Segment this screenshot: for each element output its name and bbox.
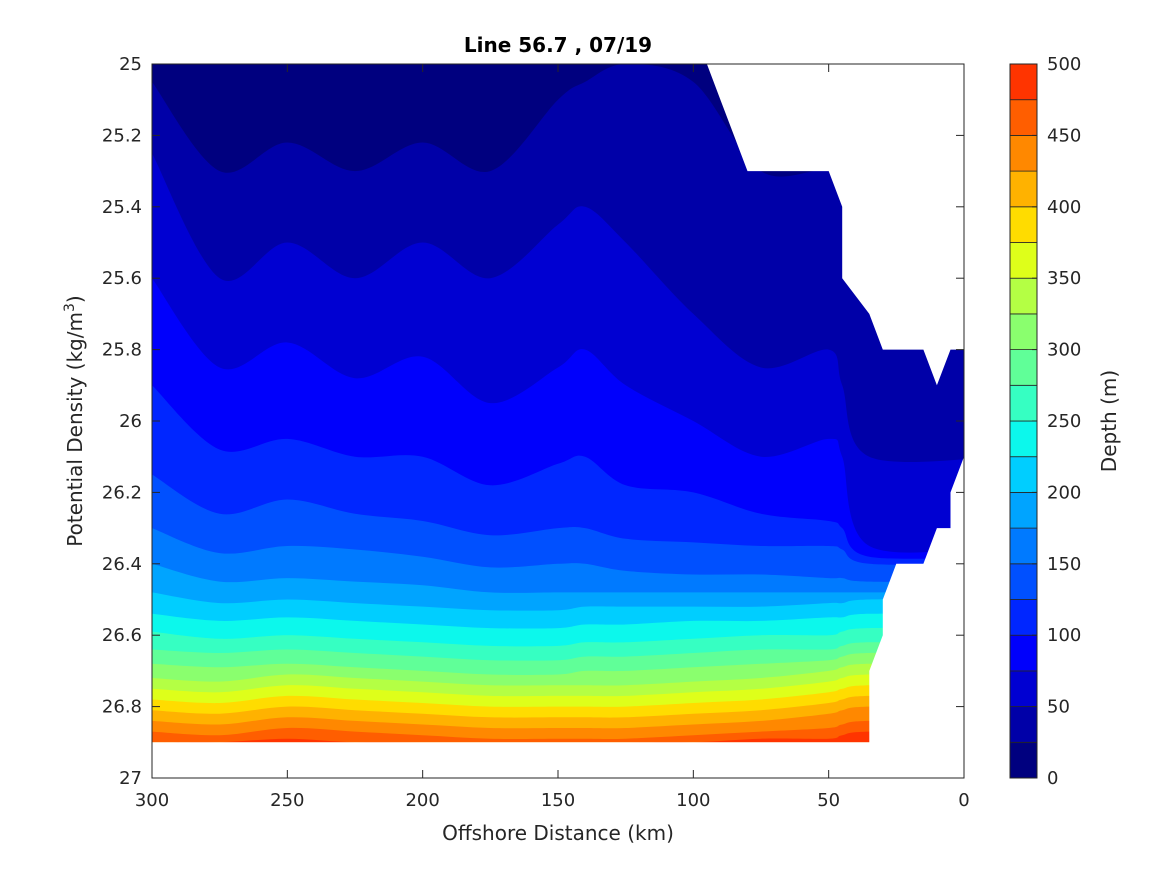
colorbar-tick-label: 50 [1047,697,1070,718]
x-tick-label: 50 [817,790,840,811]
contour-band-475 [152,731,964,743]
colorbar-tick-label: 100 [1047,625,1081,646]
deep-no-data-region [152,456,964,778]
contour-bands [152,64,964,743]
no-data-mask [152,64,964,778]
y-tick-label: 26.8 [102,697,142,718]
colorbar: 0 50 100 150 200 250 300 350 400 450 500 [1009,54,1081,789]
x-tick-label: 250 [270,790,304,811]
colorbar-cell [1009,170,1038,208]
plot-frame [151,63,965,779]
y-tick-label: 26.6 [102,625,142,646]
x-tick-label: 300 [135,790,169,811]
y-tick-label: 26.4 [102,554,142,575]
colorbar-tick-label: 300 [1047,340,1081,361]
colorbar-cell [1009,349,1038,386]
y-tick-label: 25.2 [102,125,142,146]
colorbar-cells [1009,63,1038,779]
y-axis-label-close: ) [63,295,87,303]
colorbar-cell [1009,456,1038,493]
contour-band-450 [152,720,964,743]
colorbar-cell [1009,420,1038,458]
colorbar-cell [1009,706,1038,743]
x-tick-labels: 300 250 200 150 100 50 0 [135,790,970,811]
colorbar-tick-label: 250 [1047,411,1081,432]
colorbar-cell [1009,242,1038,279]
colorbar-tick-label: 400 [1047,197,1081,218]
colorbar-cell [1009,63,1038,101]
y-tick-label: 25.8 [102,340,142,361]
colorbar-frame [1009,63,1038,779]
y-tick-label: 25 [119,54,142,75]
colorbar-tick-label: 450 [1047,125,1081,146]
x-tick-label: 0 [958,790,969,811]
colorbar-cell [1009,634,1038,672]
colorbar-cell [1009,563,1038,600]
colorbar-tick-label: 500 [1047,54,1081,75]
y-tick-label: 27 [119,768,142,789]
y-tick-label: 25.6 [102,268,142,289]
colorbar-tick-labels: 0 50 100 150 200 250 300 350 400 450 500 [1047,54,1081,789]
colorbar-cell [1009,384,1038,422]
y-tick-label: 26 [119,411,142,432]
colorbar-cell [1009,599,1038,636]
plot-area [151,63,965,779]
y-tick-labels: 25 25.2 25.4 25.6 25.8 26 26.2 26.4 26.6 26.8 27 [102,54,142,789]
y-tick-label: 26.2 [102,482,142,503]
x-tick-label: 200 [405,790,439,811]
colorbar-cell [1009,206,1038,243]
colorbar-cell [1009,527,1038,565]
x-axis-label: Offshore Distance (km) [442,821,674,845]
y-axis-label-superscript: 3 [62,303,78,312]
chart-title: Line 56.7 , 07/19 [464,33,652,57]
y-axis-label: Potential Density (kg/m3) [62,295,87,546]
x-tick-label: 100 [676,790,710,811]
colorbar-cell [1009,670,1038,708]
colorbar-tick-label: 150 [1047,554,1081,575]
colorbar-cell [1009,277,1038,315]
colorbar-cell [1009,741,1038,779]
colorbar-tick-label: 0 [1047,768,1058,789]
colorbar-cell [1009,134,1038,172]
colorbar-cell [1009,99,1038,136]
y-axis-label-text: Potential Density (kg/m [63,312,87,547]
colorbar-cell [1009,313,1038,350]
colorbar-tick-label: 350 [1047,268,1081,289]
colorbar-tick-label: 200 [1047,482,1081,503]
colorbar-ticks [1032,63,1037,779]
colorbar-label: Depth (m) [1097,370,1121,472]
y-tick-label: 25.4 [102,197,142,218]
colorbar-cell [1009,491,1038,529]
shallow-no-data-region [706,64,964,457]
x-tick-label: 150 [541,790,575,811]
